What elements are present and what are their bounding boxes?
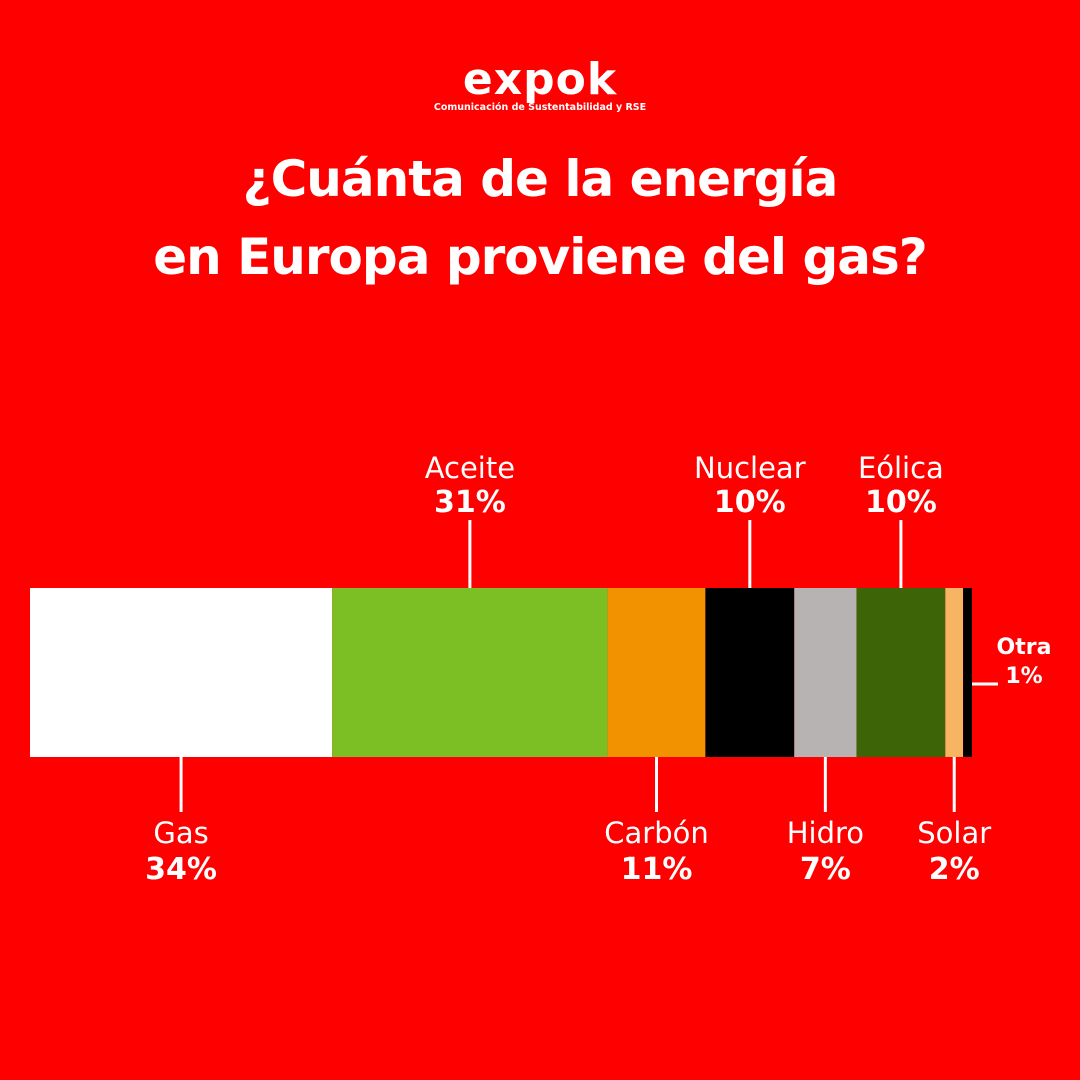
label-name-eolica: Eólica bbox=[858, 451, 944, 485]
label-name-nuclear: Nuclear bbox=[694, 451, 806, 485]
bar-segment-solar bbox=[945, 588, 964, 757]
label-name-hidro: Hidro bbox=[787, 816, 864, 850]
title-line-2: en Europa proviene del gas? bbox=[153, 228, 928, 286]
bar-segment-aceite bbox=[332, 588, 608, 757]
label-value-aceite: 31% bbox=[434, 485, 506, 520]
label-name-otra: Otra bbox=[997, 635, 1052, 660]
label-value-gas: 34% bbox=[145, 852, 217, 887]
bar-segment-eolica bbox=[856, 588, 946, 757]
label-value-otra: 1% bbox=[1005, 664, 1042, 689]
title-line-1: ¿Cuánta de la energía bbox=[242, 150, 839, 208]
bar-segment-nuclear bbox=[705, 588, 795, 757]
bar-segment-carbon bbox=[607, 588, 706, 757]
label-name-carbon: Carbón bbox=[604, 816, 708, 850]
logo-wordmark: expok bbox=[462, 54, 618, 105]
label-value-nuclear: 10% bbox=[714, 485, 786, 520]
page-title: ¿Cuánta de la energía en Europa proviene… bbox=[0, 140, 1080, 296]
label-value-hidro: 7% bbox=[800, 852, 851, 887]
label-value-eolica: 10% bbox=[865, 485, 937, 520]
label-name-gas: Gas bbox=[153, 816, 208, 850]
label-value-solar: 2% bbox=[929, 852, 980, 887]
logo-tagline: Comunicación de Sustentabilidad y RSE bbox=[433, 102, 647, 113]
label-name-aceite: Aceite bbox=[425, 451, 515, 485]
bar-segment-gas bbox=[30, 588, 333, 757]
label-name-solar: Solar bbox=[917, 816, 991, 850]
bar-segment-hidro bbox=[794, 588, 857, 757]
bar-segment-otra bbox=[963, 588, 972, 757]
label-value-carbon: 11% bbox=[621, 852, 693, 887]
logo: expok Comunicación de Sustentabilidad y … bbox=[0, 54, 1080, 114]
